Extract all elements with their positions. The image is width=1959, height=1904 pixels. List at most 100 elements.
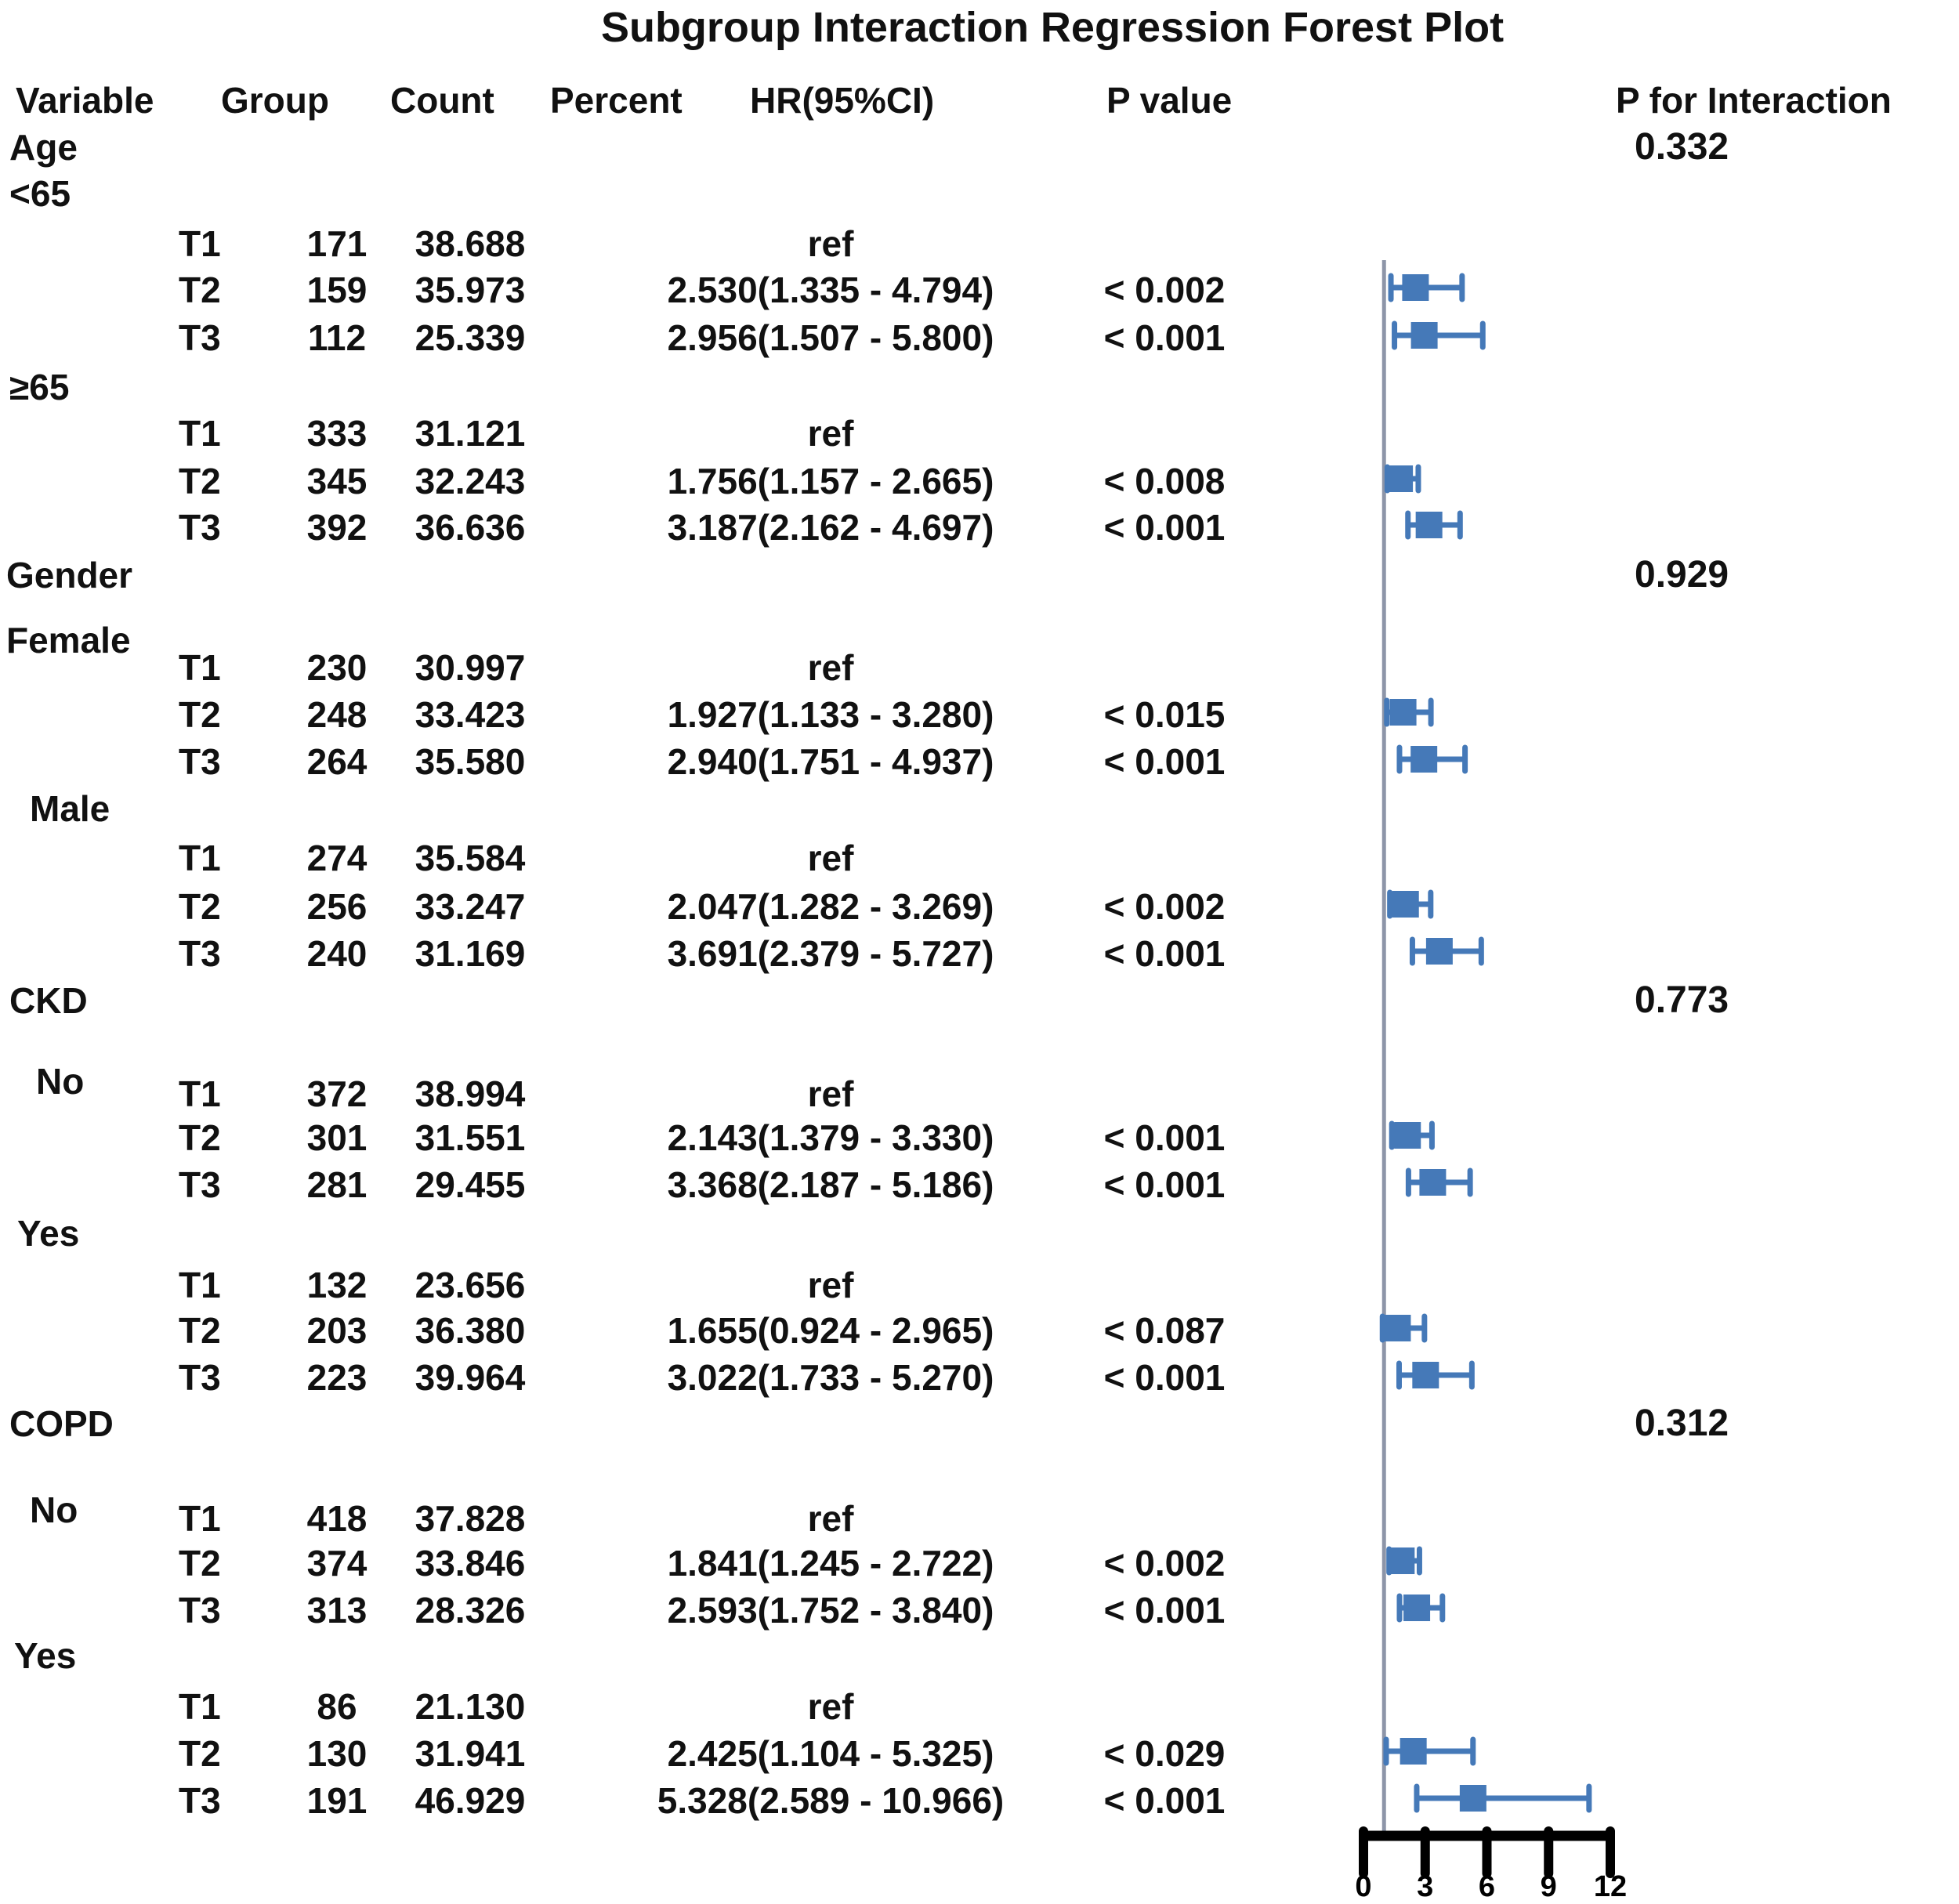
pvalue-cell: < 0.015 bbox=[1103, 694, 1226, 735]
subgroup-label: Female bbox=[6, 620, 131, 661]
data-row: T2 345 32.243 1.756(1.157 - 2.665) < 0.008 bbox=[0, 459, 1959, 503]
count-cell: 223 bbox=[306, 1357, 368, 1398]
count-cell: 372 bbox=[306, 1073, 368, 1114]
hr-square bbox=[1425, 938, 1453, 965]
count-cell: 171 bbox=[306, 223, 368, 264]
hr-cell: ref bbox=[807, 1498, 854, 1539]
group-cell: T2 bbox=[179, 1117, 221, 1158]
count-cell: 86 bbox=[317, 1686, 357, 1727]
subgroup-label: Male bbox=[30, 788, 110, 829]
hr-square bbox=[1388, 1547, 1415, 1574]
group-cell: T2 bbox=[179, 1543, 221, 1584]
percent-cell: 28.326 bbox=[415, 1590, 526, 1631]
pvalue-cell: < 0.001 bbox=[1103, 1117, 1226, 1158]
hr-square bbox=[1410, 322, 1438, 349]
hr-cell: ref bbox=[807, 1073, 854, 1114]
variable-row: COPD 0.312 bbox=[0, 1402, 1959, 1446]
hr-cell: 2.425(1.104 - 5.325) bbox=[667, 1733, 994, 1774]
data-row: T3 223 39.964 3.022(1.733 - 5.270) < 0.001 bbox=[0, 1356, 1959, 1399]
data-row: T1 132 23.656 ref bbox=[0, 1263, 1959, 1307]
group-cell: T2 bbox=[179, 886, 221, 927]
group-cell: T1 bbox=[179, 223, 221, 264]
hr-cell: 3.022(1.733 - 5.270) bbox=[667, 1357, 994, 1398]
data-row: T1 86 21.130 ref bbox=[0, 1685, 1959, 1728]
group-cell: T1 bbox=[179, 1073, 221, 1114]
hr-square bbox=[1389, 699, 1417, 726]
group-cell: T3 bbox=[179, 741, 221, 782]
group-cell: T2 bbox=[179, 1733, 221, 1774]
data-row: T3 240 31.169 3.691(2.379 - 5.727) < 0.001 bbox=[0, 932, 1959, 976]
hr-cell: 1.927(1.133 - 3.280) bbox=[667, 694, 994, 735]
count-cell: 345 bbox=[306, 461, 368, 501]
subgroup-row: No bbox=[0, 1488, 1959, 1532]
hr-square bbox=[1403, 1595, 1431, 1621]
data-row: T3 264 35.580 2.940(1.751 - 4.937) < 0.001 bbox=[0, 740, 1959, 784]
hr-cell: ref bbox=[807, 647, 854, 688]
count-cell: 132 bbox=[306, 1265, 368, 1305]
pvalue-cell: < 0.001 bbox=[1103, 317, 1226, 358]
p-interaction-value: 0.312 bbox=[1635, 1403, 1729, 1444]
data-row: T2 374 33.846 1.841(1.245 - 2.722) < 0.002 bbox=[0, 1541, 1959, 1585]
percent-cell: 33.423 bbox=[415, 694, 526, 735]
hr-square bbox=[1384, 1315, 1411, 1341]
pvalue-cell: < 0.001 bbox=[1103, 1590, 1226, 1631]
group-cell: T1 bbox=[179, 838, 221, 878]
subgroup-row: ≥65 bbox=[0, 365, 1959, 409]
data-row: T2 203 36.380 1.655(0.924 - 2.965) < 0.087 bbox=[0, 1309, 1959, 1352]
subgroup-row: Male bbox=[0, 787, 1959, 831]
pvalue-cell: < 0.001 bbox=[1103, 507, 1226, 548]
group-cell: T3 bbox=[179, 1590, 221, 1631]
variable-row: Age 0.332 bbox=[0, 125, 1959, 169]
variable-label: COPD bbox=[9, 1403, 114, 1444]
subgroup-label: No bbox=[30, 1490, 78, 1530]
variable-label: Age bbox=[9, 127, 78, 168]
hr-cell: 1.841(1.245 - 2.722) bbox=[667, 1543, 994, 1584]
hr-cell: ref bbox=[807, 1686, 854, 1727]
percent-cell: 35.580 bbox=[415, 741, 526, 782]
data-row: T3 392 36.636 3.187(2.162 - 4.697) < 0.001 bbox=[0, 505, 1959, 549]
subgroup-label: Yes bbox=[14, 1635, 77, 1676]
subgroup-label: <65 bbox=[9, 173, 71, 214]
percent-cell: 39.964 bbox=[415, 1357, 526, 1398]
hr-square bbox=[1415, 512, 1443, 538]
hr-cell: ref bbox=[807, 413, 854, 454]
hr-square bbox=[1410, 746, 1438, 773]
percent-cell: 35.973 bbox=[415, 270, 526, 310]
pvalue-cell: < 0.001 bbox=[1103, 741, 1226, 782]
hr-cell: 2.593(1.752 - 3.840) bbox=[667, 1590, 994, 1631]
percent-cell: 36.636 bbox=[415, 507, 526, 548]
data-row: T2 248 33.423 1.927(1.133 - 3.280) < 0.015 bbox=[0, 693, 1959, 737]
x-axis-tick-label: 6 bbox=[1479, 1870, 1495, 1903]
percent-cell: 29.455 bbox=[415, 1164, 526, 1205]
subgroup-row: Yes bbox=[0, 1634, 1959, 1678]
count-cell: 256 bbox=[306, 886, 368, 927]
variable-label: CKD bbox=[9, 980, 88, 1021]
percent-cell: 38.994 bbox=[415, 1073, 526, 1114]
count-cell: 112 bbox=[307, 317, 367, 358]
group-cell: T3 bbox=[179, 1780, 221, 1821]
subgroup-label: No bbox=[36, 1061, 85, 1102]
percent-cell: 31.551 bbox=[415, 1117, 526, 1158]
column-header-variable: Variable bbox=[16, 80, 154, 121]
data-row: T2 130 31.941 2.425(1.104 - 5.325) < 0.029 bbox=[0, 1732, 1959, 1775]
count-cell: 240 bbox=[306, 933, 368, 974]
pvalue-cell: < 0.001 bbox=[1103, 1164, 1226, 1205]
pvalue-cell: < 0.001 bbox=[1103, 933, 1226, 974]
data-row: T1 333 31.121 ref bbox=[0, 411, 1959, 455]
group-cell: T3 bbox=[179, 317, 221, 358]
data-row: T1 230 30.997 ref bbox=[0, 646, 1959, 690]
percent-cell: 37.828 bbox=[415, 1498, 526, 1539]
hr-square bbox=[1459, 1785, 1486, 1812]
percent-cell: 30.997 bbox=[415, 647, 526, 688]
percent-cell: 21.130 bbox=[415, 1686, 526, 1727]
count-cell: 191 bbox=[306, 1780, 368, 1821]
count-cell: 274 bbox=[306, 838, 368, 878]
column-header-group: Group bbox=[221, 80, 329, 121]
hr-cell: 5.328(2.589 - 10.966) bbox=[657, 1780, 1005, 1821]
group-cell: T1 bbox=[179, 1686, 221, 1727]
subgroup-label: ≥65 bbox=[9, 367, 70, 407]
subgroup-row: No bbox=[0, 1059, 1959, 1103]
variable-row: Gender 0.929 bbox=[0, 553, 1959, 597]
x-axis-tick-label: 3 bbox=[1417, 1870, 1433, 1903]
